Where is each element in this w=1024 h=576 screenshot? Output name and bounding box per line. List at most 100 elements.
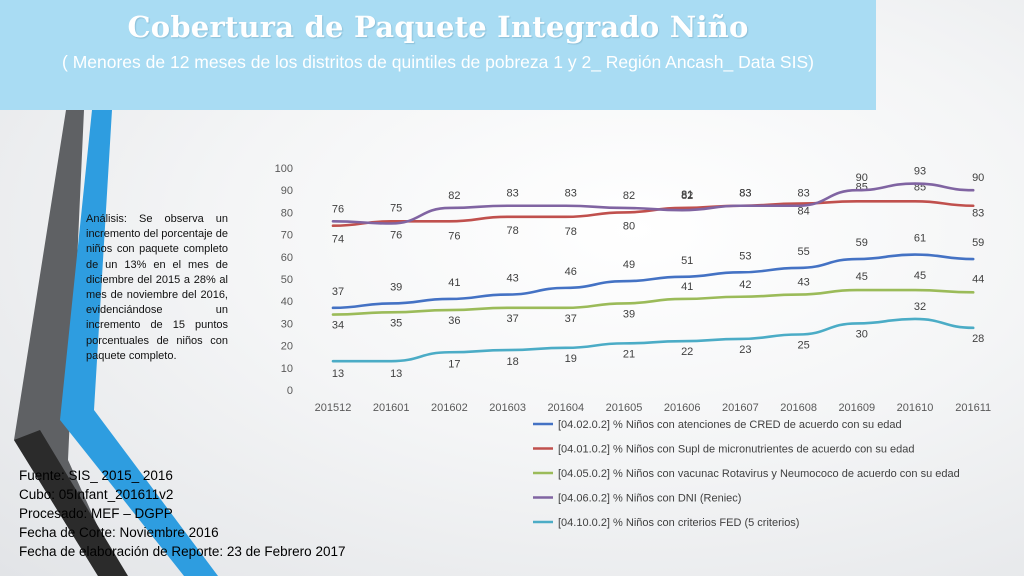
data-label: 61 [914,233,926,245]
legend-label: [04.06.0.2] % Niños con DNI (Reniec) [558,493,741,505]
data-label: 37 [506,313,518,325]
legend-label: [04.10.0.2] % Niños con criterios FED (5… [558,517,799,529]
y-tick-label: 100 [275,163,293,175]
x-tick-label: 201606 [664,402,701,414]
x-tick-label: 201604 [547,402,584,414]
data-label: 93 [914,166,926,178]
series-line [331,253,975,310]
data-label: 34 [332,320,344,332]
data-label: 36 [448,315,460,327]
data-label: 37 [332,286,344,298]
x-tick-label: 201603 [489,402,526,414]
data-label: 75 [390,203,402,215]
legend-label: [04.01.0.2] % Niños con Supl de micronut… [558,444,915,456]
series-line [331,182,975,225]
page-subtitle: ( Menores de 12 meses de los distritos d… [62,52,814,72]
y-tick-label: 60 [281,252,293,264]
title-banner: Cobertura de Paquete Integrado Niño ( Me… [0,0,876,110]
series-line [331,288,975,316]
data-label: 32 [914,301,926,313]
x-tick-label: 201602 [431,402,468,414]
data-label: 90 [856,172,868,184]
y-tick-label: 50 [281,274,293,286]
data-label: 74 [332,234,344,246]
data-label: 37 [565,313,577,325]
y-tick-label: 20 [281,341,293,353]
data-label: 17 [448,358,460,370]
x-tick-label: 201608 [780,402,817,414]
data-label: 83 [972,208,984,220]
data-label: 80 [623,220,635,232]
data-label: 78 [565,226,577,238]
y-tick-label: 90 [281,185,293,197]
x-tick-label: 201512 [315,402,352,414]
x-tick-label: 201609 [838,402,875,414]
data-label: 82 [448,190,460,202]
data-label: 59 [972,237,984,249]
x-tick-label: 201601 [373,402,410,414]
data-label: 55 [797,246,809,258]
data-label: 90 [972,172,984,184]
blue-stripe [60,110,218,576]
data-label: 43 [797,277,809,289]
data-label: 18 [506,356,518,368]
y-tick-label: 40 [281,296,293,308]
footer-report-date: Fecha de elaboración de Reporte: 23 de F… [19,544,346,559]
data-label: 51 [681,255,693,267]
data-label: 21 [623,348,635,360]
data-label: 76 [390,229,402,241]
data-label: 83 [739,188,751,200]
data-label: 81 [681,189,693,201]
data-label: 84 [797,206,809,218]
x-tick-label: 201605 [606,402,643,414]
x-tick-label: 201607 [722,402,759,414]
y-tick-label: 70 [281,230,293,242]
data-label: 45 [856,271,868,283]
footer-source: Fuente: SIS_ 2015_ 2016 [19,468,173,483]
data-label: 23 [739,344,751,356]
page-title: Cobertura de Paquete Integrado Niño [127,10,749,44]
y-tick-label: 0 [287,385,293,397]
data-label: 49 [623,259,635,271]
series-line [331,317,975,363]
data-label: 43 [506,273,518,285]
data-label: 22 [681,346,693,358]
footer-processed: Procesado: MEF – DGPP [19,506,173,521]
data-label: 53 [739,250,751,262]
footer-notes: Fuente: SIS_ 2015_ 2016 Cubo: 05Infant_2… [19,466,345,561]
analysis-text: Análisis: Se observa un incremento del p… [86,213,228,362]
data-label: 83 [797,188,809,200]
data-label: 59 [856,237,868,249]
data-label: 78 [506,225,518,237]
y-tick-label: 80 [281,207,293,219]
data-label: 19 [565,353,577,365]
data-label: 76 [448,230,460,242]
data-label: 28 [972,333,984,345]
y-tick-label: 30 [281,318,293,330]
data-label: 30 [856,328,868,340]
data-label: 83 [739,188,751,200]
data-label: 82 [623,190,635,202]
data-label: 83 [506,188,518,200]
data-label: 83 [565,188,577,200]
black-stripe [14,430,128,576]
series-line [331,200,975,228]
legend-label: [04.02.0.2] % Niños con atenciones de CR… [558,419,902,431]
data-label: 76 [332,203,344,215]
x-tick-label: 201611 [955,402,991,414]
y-tick-label: 10 [281,363,293,375]
footer-cutoff: Fecha de Corte: Noviembre 2016 [19,525,219,540]
data-label: 46 [565,266,577,278]
data-label: 13 [332,368,344,380]
data-label: 41 [448,277,460,289]
x-tick-label: 201610 [897,402,934,414]
data-label: 45 [914,270,926,282]
data-label: 82 [681,190,693,202]
data-label: 35 [390,317,402,329]
data-label: 44 [972,273,984,285]
data-label: 41 [681,281,693,293]
data-label: 25 [797,340,809,352]
data-label: 13 [390,368,402,380]
